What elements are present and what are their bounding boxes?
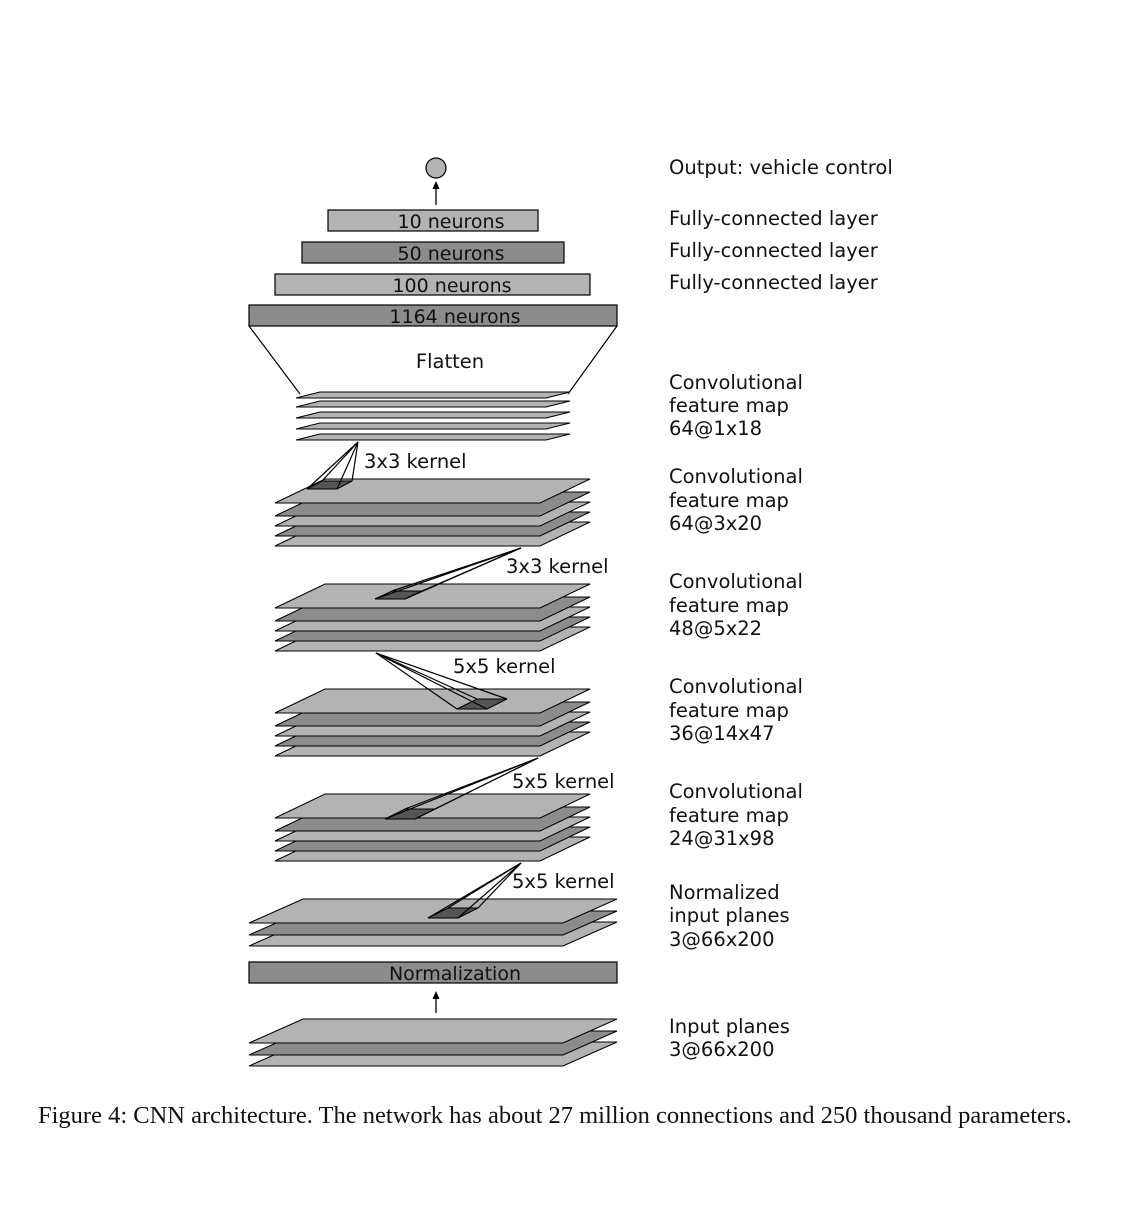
feature-map-stack-24x31x98: [274, 793, 591, 862]
normalization-layer: Normalization: [248, 961, 618, 985]
kernel-label: 3x3 kernel: [364, 450, 467, 473]
feature-map-stack-64x1x18: [295, 391, 571, 441]
feature-map-stack-64x3x20: [274, 478, 591, 547]
kernel-label: 5x5 kernel: [453, 655, 556, 678]
kernel-connector-3x3-top: [306, 441, 359, 490]
feature-map-label: feature map: [669, 594, 789, 617]
input-planes-dims: 3@66x200: [669, 1038, 774, 1061]
input-planes-label: Input planes: [669, 1015, 790, 1038]
dense-layer-100: 100 neurons: [274, 273, 591, 297]
normalized-input-label: Normalized: [669, 881, 780, 904]
dense-layer-side-label: Fully-connected layer: [669, 239, 879, 262]
feature-map-label: feature map: [669, 489, 789, 512]
dense-layer-label: 10 neurons: [398, 211, 505, 233]
dense-layer-1164: 1164 neurons: [248, 304, 618, 328]
feature-map-label: feature map: [669, 394, 789, 417]
kernel-connector-5x5: [427, 862, 522, 919]
kernel-label: 3x3 kernel: [506, 555, 609, 578]
normalized-input-planes: [248, 898, 618, 947]
dense-layer-label: 100 neurons: [392, 275, 511, 297]
output-label: Output: vehicle control: [669, 156, 893, 179]
feature-map-dims: 48@5x22: [669, 617, 762, 640]
dense-layer-label: 1164 neurons: [389, 306, 520, 328]
dense-layer-10: 10 neurons: [327, 209, 539, 233]
dense-layer-label: 50 neurons: [398, 243, 505, 265]
kernel-connector-3x3: [374, 547, 522, 600]
feature-map-label: Convolutional: [669, 675, 803, 698]
normalized-input-label: input planes: [669, 904, 790, 927]
flatten-block: Flatten: [248, 325, 618, 395]
flatten-label: Flatten: [416, 350, 484, 373]
kernel-label: 5x5 kernel: [512, 870, 615, 893]
feature-map-dims: 64@1x18: [669, 417, 762, 440]
input-planes: [248, 1018, 618, 1067]
output-arrow: [432, 181, 440, 205]
dense-layer-side-label: Fully-connected layer: [669, 271, 879, 294]
feature-map-label: Convolutional: [669, 465, 803, 488]
dense-layer-side-label: Fully-connected layer: [669, 207, 879, 230]
feature-map-label: Convolutional: [669, 780, 803, 803]
feature-map-stack-36x14x47: [274, 688, 591, 757]
kernel-label: 5x5 kernel: [512, 770, 615, 793]
kernel-connector-5x5: [375, 652, 508, 710]
input-arrow: [432, 991, 440, 1013]
figure-caption: Figure 4: CNN architecture. The network …: [38, 1102, 1072, 1129]
normalized-input-dims: 3@66x200: [669, 928, 774, 951]
normalization-label: Normalization: [389, 963, 521, 985]
feature-map-stack-48x5x22: [274, 583, 591, 652]
kernel-connector-5x5: [384, 757, 539, 820]
dense-layer-50: 50 neurons: [301, 241, 565, 265]
feature-map-label: feature map: [669, 804, 789, 827]
feature-map-dims: 36@14x47: [669, 722, 774, 745]
feature-map-label: Convolutional: [669, 371, 803, 394]
feature-map-dims: 24@31x98: [669, 827, 774, 850]
feature-map-label: feature map: [669, 699, 789, 722]
output-node: [425, 157, 447, 179]
feature-map-dims: 64@3x20: [669, 512, 762, 535]
feature-map-label: Convolutional: [669, 570, 803, 593]
